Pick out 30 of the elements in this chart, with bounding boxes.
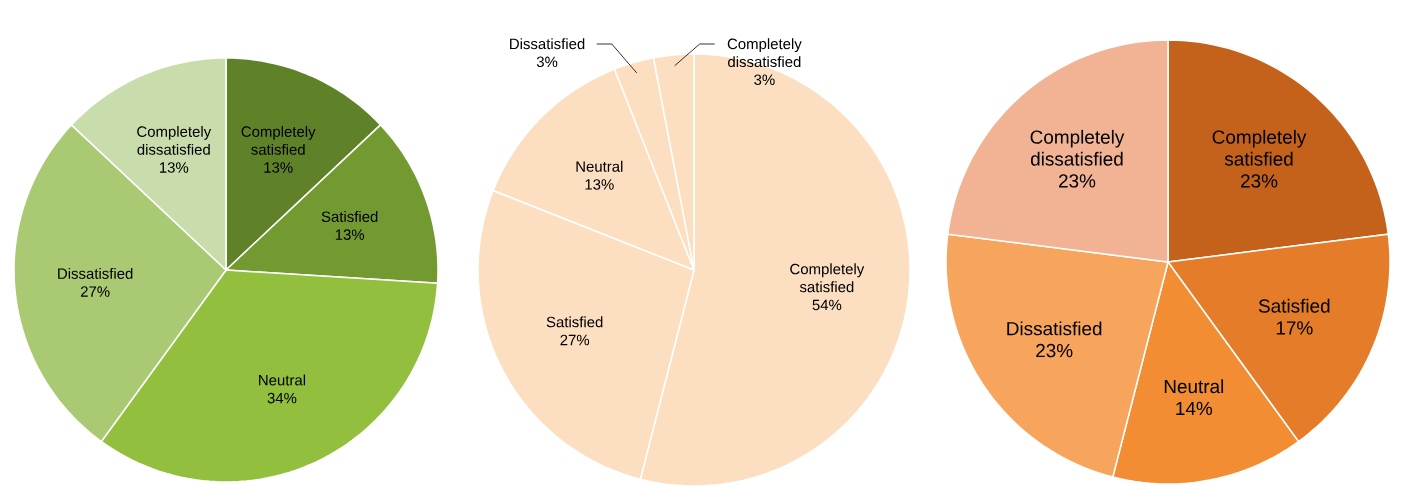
data-label: 13%	[264, 162, 293, 173]
data-label: 13%	[585, 179, 614, 190]
slice-label: Neutral	[576, 160, 623, 172]
data-label: 23%	[1241, 174, 1278, 188]
data-label: 13%	[335, 229, 365, 240]
data-label: 27%	[80, 286, 110, 297]
slice-label: Completely dissatisfied	[727, 38, 802, 68]
data-label: 3%	[754, 74, 775, 86]
slice-label: Completely satisfied	[1212, 129, 1307, 166]
data-label: 13%	[159, 162, 189, 173]
data-label: 14%	[1176, 401, 1213, 416]
slice-label: Completely dissatisfied	[1030, 129, 1125, 166]
data-label: 27%	[560, 334, 590, 346]
data-label: 34%	[267, 392, 297, 404]
slice-label: Satisfied	[546, 316, 603, 328]
slice-label: Satisfied	[321, 211, 378, 222]
slice-label: Neutral	[259, 374, 306, 386]
slice-label: Dissatisfied	[1007, 321, 1102, 336]
data-label: 23%	[1059, 174, 1096, 188]
slice-label: Satisfied	[1258, 298, 1330, 313]
data-label: 17%	[1276, 321, 1313, 335]
slice-label: Dissatisfied	[510, 38, 585, 50]
slice-label: Completely dissatisfied	[137, 125, 212, 155]
data-label: 3%	[536, 56, 558, 68]
data-label: 23%	[1036, 343, 1073, 358]
slice-label: Completely satisfied	[790, 263, 865, 293]
data-label: 54%	[812, 299, 842, 311]
slice-label: Completely satisfied	[241, 125, 316, 155]
slice-label: Neutral	[1164, 379, 1224, 394]
slice-label: Dissatisfied	[58, 267, 133, 279]
